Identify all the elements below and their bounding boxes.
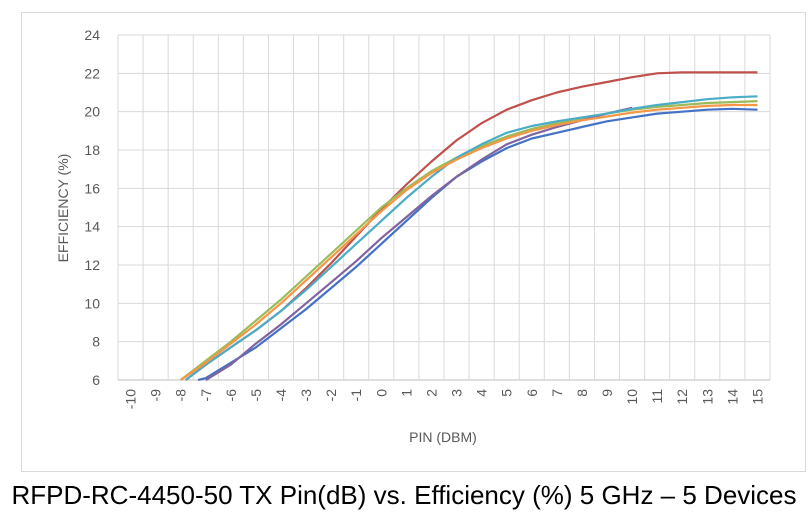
x-tick-labels: -10 -9 -8 -7 -6 -5 -4 -3 -2 -1 0 1 2 3 4 5 6 7 8 9 10 11 12 13 1… [123, 389, 766, 409]
y-tick-label: 10 [84, 295, 100, 311]
x-axis-title: PIN (DBM) [409, 429, 477, 445]
y-tick-label: 20 [84, 104, 100, 120]
x-tick-label: -5 [248, 389, 264, 402]
x-tick-label: -7 [198, 389, 214, 402]
x-tick-label: 6 [524, 389, 540, 397]
y-tick-label: 18 [84, 142, 100, 158]
y-tick-label: 12 [84, 257, 100, 273]
x-tick-label: 2 [423, 389, 439, 397]
x-tick-label: -4 [273, 389, 289, 402]
figure-caption: RFPD-RC-4450-50 TX Pin(dB) vs. Efficienc… [11, 480, 797, 510]
x-tick-label: -9 [148, 389, 164, 402]
y-tick-label: 14 [84, 219, 100, 235]
x-tick-label: 15 [749, 389, 765, 405]
x-tick-label: 7 [549, 389, 565, 397]
chart-frame [21, 12, 806, 472]
x-tick-label: 10 [624, 389, 640, 405]
x-tick-label: 13 [699, 389, 715, 405]
y-tick-label: 8 [92, 334, 100, 350]
x-tick-label: -8 [173, 389, 189, 402]
x-tick-label: -3 [298, 389, 314, 402]
x-tick-label: -10 [123, 389, 139, 409]
series-lines [180, 71, 758, 382]
y-tick-label: 24 [84, 27, 100, 43]
x-tick-label: 8 [574, 389, 590, 397]
x-tick-label: 5 [499, 389, 515, 397]
x-tick-label: 4 [474, 389, 490, 397]
x-tick-label: 11 [649, 389, 665, 404]
x-tick-label: 9 [599, 389, 615, 397]
x-tick-label: 14 [724, 389, 740, 405]
x-tick-label: -6 [223, 389, 239, 402]
series-line-6 [180, 103, 758, 381]
x-tick-label: -1 [348, 389, 364, 402]
x-tick-label: 0 [373, 389, 389, 397]
y-tick-labels: 6 8 10 12 14 16 18 20 22 24 [84, 27, 100, 388]
series-line-4 [205, 106, 633, 381]
grid [117, 34, 771, 381]
x-tick-label: 1 [398, 389, 414, 397]
x-tick-label: -2 [323, 389, 339, 402]
y-axis-title: EFFICIENCY (%) [55, 154, 71, 263]
y-tick-label: 16 [84, 180, 100, 196]
series-line-5 [185, 95, 758, 381]
y-tick-label: 22 [84, 65, 100, 81]
y-tick-label: 6 [92, 372, 100, 388]
x-tick-label: 3 [449, 389, 465, 397]
x-tick-label: 12 [674, 389, 690, 405]
